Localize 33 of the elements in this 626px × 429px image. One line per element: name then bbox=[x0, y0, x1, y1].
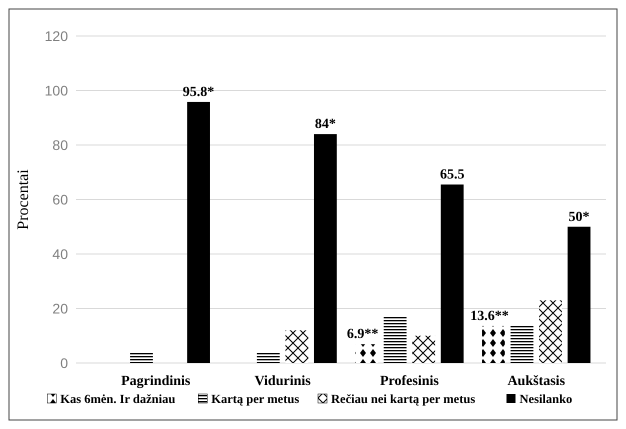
bar bbox=[568, 226, 590, 363]
bar bbox=[130, 352, 153, 363]
y-tick-label: 40 bbox=[52, 246, 68, 262]
legend-label: Kas 6mėn. Ir dažniau bbox=[60, 392, 176, 406]
bar bbox=[187, 102, 210, 363]
y-tick-label: 0 bbox=[60, 355, 68, 371]
legend-label: Kartą per metus bbox=[211, 392, 300, 406]
bar bbox=[539, 300, 562, 363]
data-label: 6.9** bbox=[346, 327, 378, 342]
y-tick-label: 80 bbox=[52, 137, 68, 153]
data-label: 65.5 bbox=[440, 168, 464, 183]
bar bbox=[314, 134, 337, 363]
bar bbox=[285, 330, 308, 363]
y-axis-title: Procentai bbox=[15, 168, 32, 230]
legend-label: Rečiau nei kartą per metus bbox=[331, 392, 476, 406]
data-label: 13.6** bbox=[470, 308, 509, 324]
y-tick-label: 120 bbox=[44, 28, 68, 44]
data-label: 84* bbox=[314, 117, 336, 132]
bar bbox=[256, 352, 280, 363]
legend-label: Nesilanko bbox=[520, 392, 572, 406]
y-tick-label: 100 bbox=[44, 82, 68, 98]
x-tick-label: Vidurinis bbox=[254, 374, 312, 389]
y-tick-label: 20 bbox=[52, 300, 68, 316]
bar bbox=[440, 184, 464, 363]
data-label: 95.8* bbox=[182, 84, 214, 100]
x-tick-label: Profesinis bbox=[380, 374, 440, 389]
bar bbox=[412, 336, 436, 363]
x-tick-label: Pagrindinis bbox=[121, 374, 191, 389]
x-tick-label: Aukštasis bbox=[507, 374, 566, 389]
y-tick-label: 60 bbox=[52, 192, 68, 208]
data-label: 50* bbox=[568, 210, 590, 225]
bar bbox=[384, 316, 407, 363]
bar bbox=[482, 326, 505, 363]
